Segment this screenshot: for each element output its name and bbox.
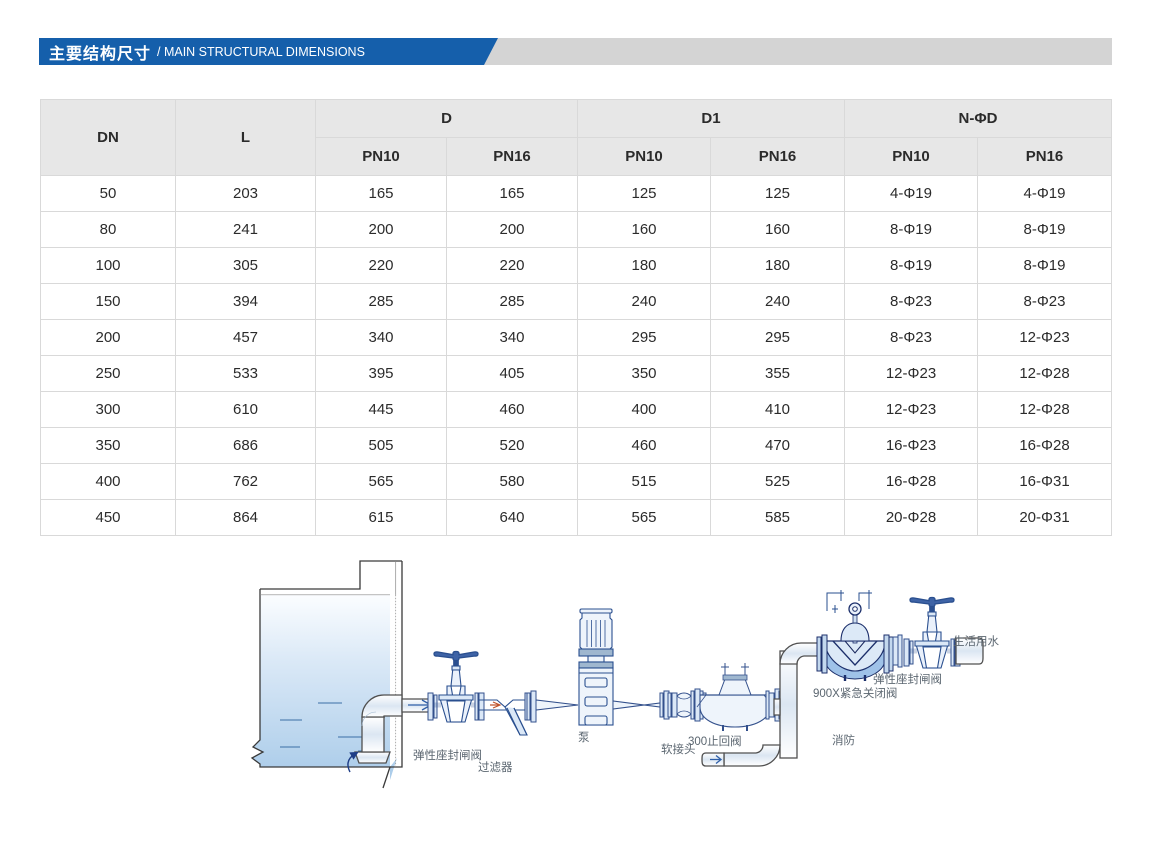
svg-text:泵: 泵	[578, 731, 590, 744]
svg-text:消防: 消防	[832, 733, 855, 747]
svg-text:生活用水: 生活用水	[953, 634, 999, 648]
svg-text:300止回阀: 300止回阀	[688, 734, 742, 748]
svg-text:过滤器: 过滤器	[478, 761, 513, 774]
svg-text:900X紧急关闭阀: 900X紧急关闭阀	[813, 686, 897, 700]
svg-text:弹性座封闸阀: 弹性座封闸阀	[873, 672, 942, 686]
svg-text:弹性座封闸阀: 弹性座封闸阀	[413, 748, 482, 762]
